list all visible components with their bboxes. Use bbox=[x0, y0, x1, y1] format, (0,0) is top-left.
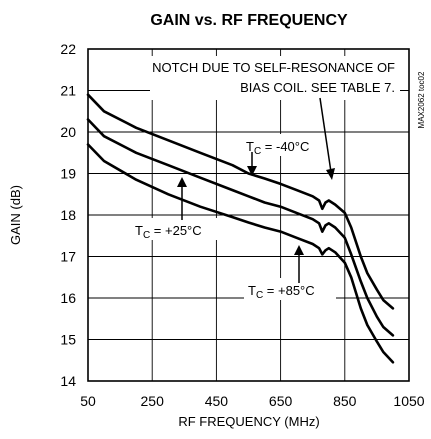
label-plus25-t: T bbox=[135, 223, 143, 238]
y-tick-label-1: 15 bbox=[60, 332, 76, 348]
notch-annotation-bg bbox=[150, 56, 400, 100]
plot-frame bbox=[87, 48, 410, 382]
y-tick-label-5: 19 bbox=[60, 166, 76, 182]
y-tick-labels: 14 15 16 17 18 19 20 21 22 bbox=[60, 41, 76, 389]
y-tick-label-0: 14 bbox=[60, 373, 76, 389]
label-plus85-value: = +85°C bbox=[263, 283, 314, 298]
x-tick-label-0: 50 bbox=[80, 393, 96, 409]
notch-annotation-line2: BIAS COIL. SEE TABLE 7. bbox=[240, 80, 395, 95]
y-tick-label-7: 21 bbox=[60, 83, 76, 99]
chart-title: GAIN vs. RF FREQUENCY bbox=[150, 12, 348, 29]
series-lines bbox=[86, 93, 395, 364]
y-tick-label-8: 22 bbox=[60, 41, 76, 57]
label-plus85-t: T bbox=[248, 283, 256, 298]
series-line-0 bbox=[86, 93, 395, 310]
label-plus25-value: = +25°C bbox=[150, 223, 201, 238]
label-minus40: TC = -40°C bbox=[246, 139, 309, 157]
series-line-1 bbox=[86, 118, 395, 337]
x-tick-label-1: 250 bbox=[141, 393, 165, 409]
label-minus40-bg bbox=[243, 134, 325, 156]
label-plus85-bg bbox=[244, 278, 336, 300]
label-plus25-sub: C bbox=[143, 230, 150, 241]
series-line-2 bbox=[86, 143, 395, 364]
arrowhead-minus40 bbox=[247, 166, 257, 176]
x-tick-labels: 50 250 450 650 850 1050 bbox=[80, 393, 425, 409]
label-minus40-value: = -40°C bbox=[261, 139, 309, 154]
arrowhead-plus85 bbox=[294, 245, 304, 255]
x-tick-label-4: 850 bbox=[333, 393, 357, 409]
label-minus40-t: T bbox=[246, 139, 254, 154]
label-plus85: TC = +85°C bbox=[248, 283, 315, 301]
y-tick-label-3: 17 bbox=[60, 249, 76, 265]
label-minus40-sub: C bbox=[254, 146, 261, 157]
x-tick-label-5: 1050 bbox=[393, 393, 424, 409]
arrow-notch bbox=[319, 97, 332, 173]
label-plus25-bg bbox=[131, 218, 223, 240]
y-tick-label-2: 16 bbox=[60, 290, 76, 306]
arrowhead-plus25 bbox=[177, 177, 187, 187]
x-tick-label-3: 650 bbox=[269, 393, 293, 409]
arrowhead-notch bbox=[326, 168, 335, 180]
notch-annotation-line1: NOTCH DUE TO SELF-RESONANCE OF bbox=[152, 60, 395, 75]
y-axis-label: GAIN (dB) bbox=[8, 185, 23, 245]
label-plus25: TC = +25°C bbox=[135, 223, 202, 241]
y-tick-label-6: 20 bbox=[60, 124, 76, 140]
x-tick-label-2: 450 bbox=[205, 393, 229, 409]
x-axis-label: RF FREQUENCY (MHz) bbox=[178, 414, 319, 429]
label-plus85-sub: C bbox=[256, 290, 263, 301]
figure-code: MAX2062 toc02 bbox=[417, 71, 426, 128]
y-tick-label-4: 18 bbox=[60, 207, 76, 223]
